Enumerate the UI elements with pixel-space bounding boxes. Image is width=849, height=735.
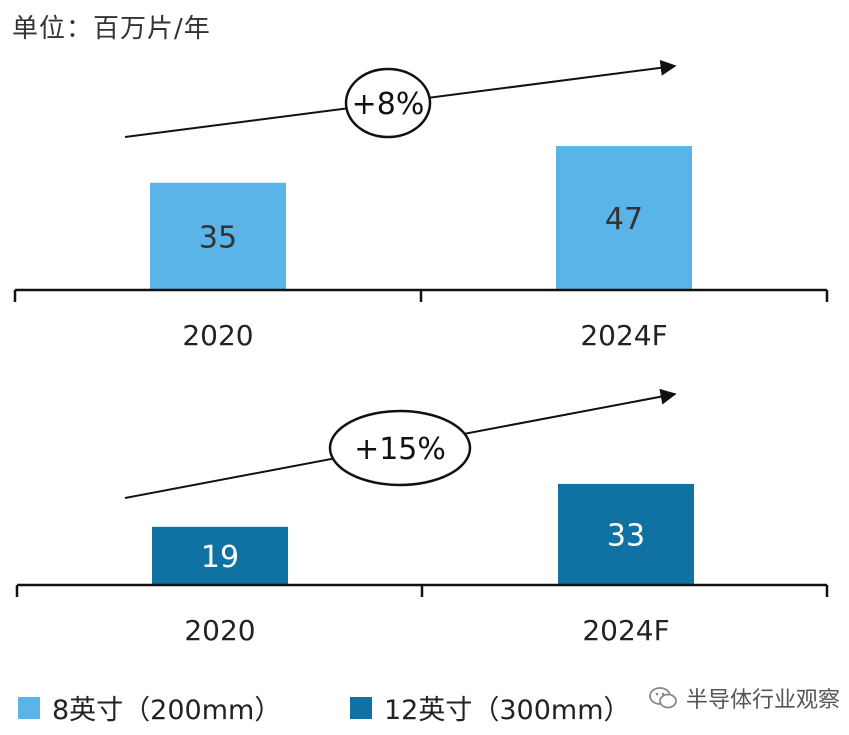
growth-badge xyxy=(328,409,472,487)
bar-value-label: 47 xyxy=(605,202,643,237)
bar xyxy=(150,182,286,290)
wechat-icon xyxy=(649,687,677,709)
bar-value-label: 35 xyxy=(199,220,237,255)
bar-value-label: 19 xyxy=(201,540,239,575)
growth-badge xyxy=(344,67,432,139)
x-tick-label: 2020 xyxy=(182,319,253,352)
growth-label: +8% xyxy=(352,87,425,122)
legend-swatch-12inch xyxy=(350,696,372,719)
legend-swatch-8inch xyxy=(18,696,40,719)
unit-label: 单位：百万片/年 xyxy=(12,14,211,44)
watermark-text: 半导体行业观察 xyxy=(686,688,841,713)
x-tick-label: 2024F xyxy=(582,614,669,647)
capacity-bar-charts: 35 47 2020 2024F +8% 19 33 2020 2024F +15% xyxy=(13,59,829,647)
x-tick-label: 2020 xyxy=(184,614,255,647)
growth-label: +15% xyxy=(354,432,446,467)
bar xyxy=(558,483,694,585)
legend-label-12inch: 12英寸（300mm） xyxy=(384,695,631,726)
legend-item-12inch: 12英寸（300mm） xyxy=(350,688,631,727)
bar xyxy=(152,526,288,585)
legend-label-8inch: 8英寸（200mm） xyxy=(52,695,282,726)
legend-item-8inch: 8英寸（200mm） xyxy=(18,688,281,727)
bar-value-label: 33 xyxy=(607,518,645,553)
bar xyxy=(556,146,692,290)
x-tick-label: 2024F xyxy=(580,319,667,352)
watermark: 半导体行业观察 xyxy=(648,682,840,714)
